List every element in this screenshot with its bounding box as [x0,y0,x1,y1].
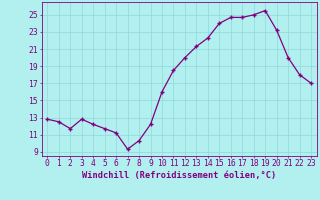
X-axis label: Windchill (Refroidissement éolien,°C): Windchill (Refroidissement éolien,°C) [82,171,276,180]
